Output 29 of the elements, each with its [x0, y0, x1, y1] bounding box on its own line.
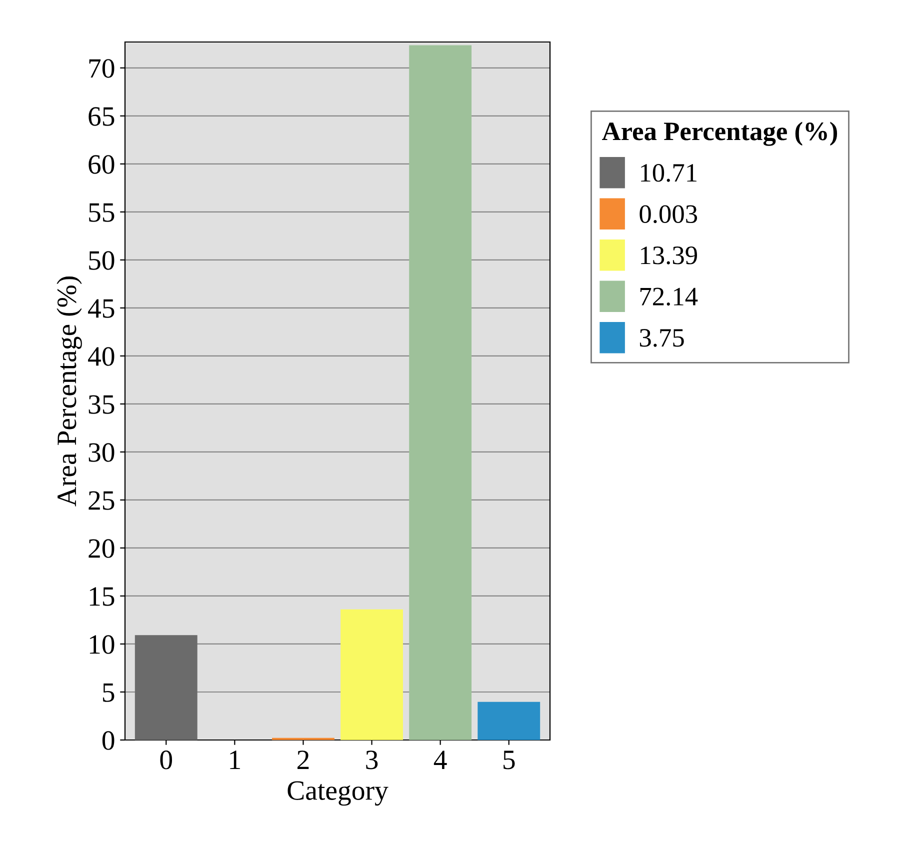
y-tick-label: 70 — [89, 59, 114, 78]
y-tick-label: 60 — [88, 155, 114, 174]
legend-label: 13.39 — [641, 246, 697, 264]
y-tick-label: 30 — [88, 443, 114, 462]
x-tick-label: 4 — [434, 750, 447, 769]
y-tick-label: 55 — [89, 203, 114, 222]
legend-label: 10.71 — [641, 164, 696, 182]
y-tick-label: 45 — [88, 299, 114, 318]
y-tick-label: 35 — [88, 395, 114, 414]
legend-label: 0.003 — [640, 205, 698, 224]
y-tick-label: 25 — [88, 491, 114, 510]
x-tick-label: 2 — [298, 750, 309, 769]
y-tick-label: 5 — [103, 683, 114, 702]
y-tick-label: 0 — [102, 731, 114, 750]
y-tick-label: 65 — [88, 107, 114, 126]
y-axis-title: Area Percentage (%) — [56, 276, 82, 506]
legend-title: Area Percentage (%) — [602, 122, 838, 146]
y-tick-label: 50 — [89, 251, 114, 270]
x-tick-label: 3 — [366, 750, 378, 770]
legend-label: 3.75 — [640, 329, 684, 347]
y-tick-label: 10 — [90, 635, 114, 654]
x-tick-label: 5 — [504, 750, 515, 770]
x-tick-label: 0 — [160, 750, 172, 770]
x-axis-title: Category — [288, 781, 388, 806]
y-tick-label: 15 — [90, 587, 114, 606]
y-tick-label: 20 — [88, 539, 114, 558]
legend-label: 72.14 — [640, 288, 698, 306]
x-tick-label: 1 — [230, 750, 240, 769]
y-tick-label: 40 — [88, 347, 114, 366]
